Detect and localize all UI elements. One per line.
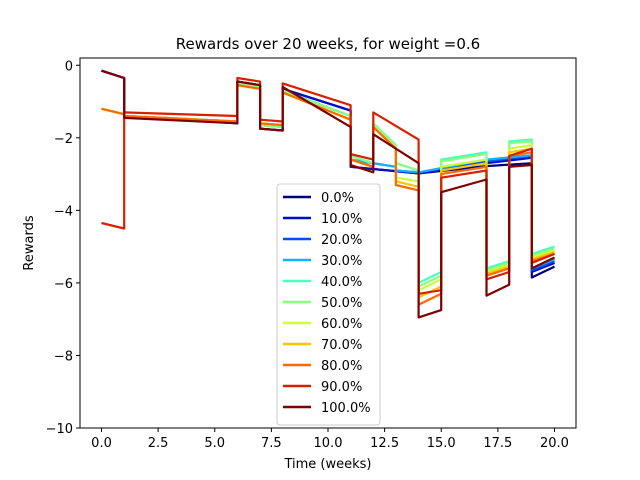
x-tick-label: 12.5 xyxy=(370,436,399,451)
legend-label-10: 100.0% xyxy=(321,401,371,416)
y-tick-label: −4 xyxy=(54,204,73,219)
x-tick-label: 7.5 xyxy=(261,436,282,451)
y-axis-label: Rewards xyxy=(22,215,37,270)
x-tick-label: 5.0 xyxy=(204,436,225,451)
legend: 0.0% 10.0% 20.0% 30.0% 40.0% 50.0% 60.0% 70.0% 8… xyxy=(276,183,381,426)
plot-lines xyxy=(101,69,555,319)
legend-label-3: 30.0% xyxy=(321,254,362,269)
x-tick-label: 2.5 xyxy=(148,436,169,451)
legend-label-5: 50.0% xyxy=(321,296,362,311)
legend-label-1: 10.0% xyxy=(321,212,362,227)
legend-label-2: 20.0% xyxy=(321,233,362,248)
x-axis: 0.0 2.5 5.0 7.5 10.0 12.5 15.0 17.5 20.0 xyxy=(91,428,569,451)
x-axis-label: Time (weeks) xyxy=(283,457,371,472)
y-tick-label: −10 xyxy=(46,422,73,437)
x-tick-label: 10.0 xyxy=(314,436,343,451)
legend-label-0: 0.0% xyxy=(321,191,354,206)
series-line-5 xyxy=(101,82,555,288)
x-tick-label: 15.0 xyxy=(427,436,456,451)
legend-label-9: 90.0% xyxy=(321,380,362,395)
legend-label-7: 70.0% xyxy=(321,338,362,353)
legend-label-8: 80.0% xyxy=(321,359,362,374)
series-line-10 xyxy=(101,69,555,319)
x-tick-label: 20.0 xyxy=(540,436,569,451)
series-line-8 xyxy=(101,84,555,306)
x-tick-label: 0.0 xyxy=(91,436,112,451)
x-tick-label: 17.5 xyxy=(483,436,512,451)
y-axis: 0 −2 −4 −6 −8 −10 xyxy=(46,59,80,437)
legend-label-4: 40.0% xyxy=(321,275,362,290)
chart-title: Rewards over 20 weeks, for weight =0.6 xyxy=(176,35,480,53)
y-tick-label: 0 xyxy=(65,59,73,74)
y-tick-label: −8 xyxy=(54,349,73,364)
y-tick-label: −6 xyxy=(54,277,73,292)
y-tick-label: −2 xyxy=(54,132,73,147)
legend-label-6: 60.0% xyxy=(321,317,362,332)
